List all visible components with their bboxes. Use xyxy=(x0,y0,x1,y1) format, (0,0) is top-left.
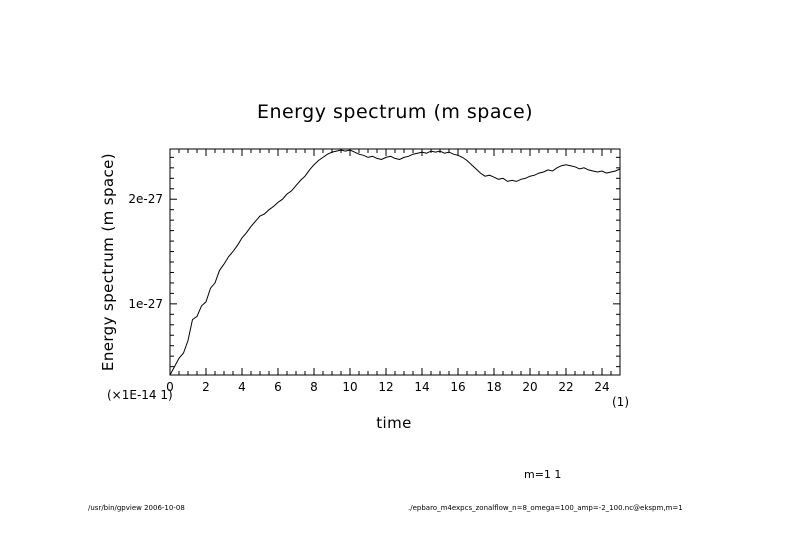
x-tick-label: 20 xyxy=(522,380,537,394)
x-axis-unit: (1) xyxy=(612,395,629,409)
footer-right: ./epbaro_m4expcs_zonalflow_n=8_omega=100… xyxy=(408,504,683,512)
x-tick-label: 0 xyxy=(166,380,174,394)
footer-left: /usr/bin/gpview 2006-10-08 xyxy=(88,504,185,512)
series-line-m-1 xyxy=(169,149,621,376)
y-scale-note: (×1E-14 1) xyxy=(107,388,173,402)
x-tick-label: 2 xyxy=(202,380,210,394)
x-tick-label: 22 xyxy=(558,380,573,394)
x-tick-label: 24 xyxy=(594,380,609,394)
x-tick-label: 14 xyxy=(414,380,429,394)
y-axis-ticks: 1e-27 2e-27 xyxy=(128,156,620,368)
chart-title: Energy spectrum (m space) xyxy=(257,101,533,123)
x-tick-label: 4 xyxy=(238,380,246,394)
series-group xyxy=(169,149,621,376)
x-tick-label: 12 xyxy=(378,380,393,394)
plot-frame xyxy=(169,148,621,376)
x-tick-label: 18 xyxy=(486,380,501,394)
y-tick-label: 2e-27 xyxy=(128,192,163,206)
legend-label: m=1 1 xyxy=(524,468,561,481)
y-tick-label: 1e-27 xyxy=(128,297,163,311)
x-tick-label: 6 xyxy=(274,380,282,394)
x-tick-label: 16 xyxy=(450,380,465,394)
y-axis-label: Energy spectrum (m space) xyxy=(99,153,117,371)
x-tick-label: 8 xyxy=(310,380,318,394)
x-axis-ticks: 0 2 4 6 8 10 12 14 16 18 20 22 24 xyxy=(166,149,621,394)
x-tick-label: 10 xyxy=(342,380,357,394)
x-axis-label: time xyxy=(376,414,412,432)
